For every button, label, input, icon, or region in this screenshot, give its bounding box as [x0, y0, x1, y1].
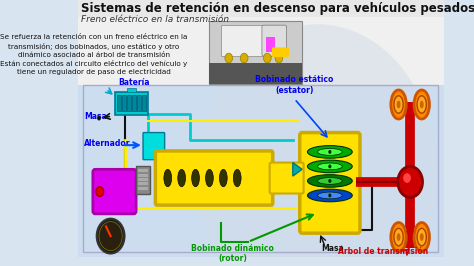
Text: Árbol de transmisión: Árbol de transmisión — [338, 247, 428, 256]
Ellipse shape — [391, 90, 406, 119]
FancyBboxPatch shape — [93, 169, 136, 214]
Bar — [210, 21, 302, 84]
Bar — [127, 88, 136, 92]
Text: Están conectados al circuito eléctrico del vehículo y
tiene un regulador de paso: Están conectados al circuito eléctrico d… — [0, 60, 187, 76]
Polygon shape — [293, 163, 302, 176]
Bar — [136, 167, 150, 194]
Text: Se refuerza la retención con un freno eléctrico en la
transmisión; dos bobinados: Se refuerza la retención con un freno el… — [0, 34, 187, 58]
Text: Bobinado estático
(estator): Bobinado estático (estator) — [255, 76, 334, 95]
FancyBboxPatch shape — [143, 132, 164, 160]
Ellipse shape — [318, 177, 342, 184]
Ellipse shape — [397, 101, 401, 108]
Bar — [137, 187, 148, 190]
Circle shape — [328, 179, 331, 183]
Bar — [266, 37, 275, 52]
Circle shape — [96, 187, 104, 196]
Ellipse shape — [164, 169, 172, 187]
Bar — [78, 0, 444, 17]
Bar — [137, 182, 148, 185]
Text: Batería: Batería — [118, 78, 150, 87]
Circle shape — [198, 24, 437, 266]
Bar — [137, 169, 148, 172]
Ellipse shape — [318, 163, 342, 170]
Text: Masa: Masa — [321, 244, 344, 253]
Bar — [221, 25, 283, 56]
Bar — [142, 95, 146, 111]
Ellipse shape — [414, 90, 429, 119]
Ellipse shape — [420, 101, 424, 108]
Ellipse shape — [391, 223, 406, 252]
Circle shape — [275, 53, 283, 63]
Ellipse shape — [318, 148, 342, 155]
Ellipse shape — [394, 96, 403, 113]
Ellipse shape — [308, 175, 352, 187]
Ellipse shape — [318, 192, 342, 199]
Ellipse shape — [219, 169, 227, 187]
Circle shape — [225, 53, 233, 63]
Ellipse shape — [414, 223, 429, 252]
Ellipse shape — [233, 169, 241, 187]
FancyBboxPatch shape — [272, 47, 289, 57]
Ellipse shape — [191, 169, 200, 187]
Ellipse shape — [420, 233, 424, 241]
Ellipse shape — [417, 96, 427, 113]
Text: Freno eléctrico en la transmisión: Freno eléctrico en la transmisión — [81, 15, 229, 24]
Bar — [122, 95, 126, 111]
Circle shape — [328, 150, 331, 154]
Bar — [115, 92, 148, 115]
Circle shape — [403, 173, 411, 183]
Ellipse shape — [308, 160, 352, 173]
Circle shape — [328, 164, 331, 168]
Ellipse shape — [308, 189, 352, 202]
Circle shape — [240, 53, 248, 63]
Circle shape — [328, 194, 331, 197]
Text: Sistemas de retención en descenso para vehículos pesados: Sistemas de retención en descenso para v… — [81, 2, 474, 15]
Bar — [127, 95, 131, 111]
Circle shape — [97, 219, 125, 253]
Bar — [210, 63, 302, 84]
Ellipse shape — [206, 169, 213, 187]
FancyBboxPatch shape — [155, 151, 273, 205]
Bar — [117, 95, 121, 111]
Circle shape — [99, 222, 122, 251]
FancyBboxPatch shape — [270, 163, 304, 194]
Circle shape — [398, 167, 422, 197]
Bar — [78, 0, 444, 85]
Bar — [132, 95, 136, 111]
Bar — [137, 178, 148, 181]
Bar — [137, 95, 141, 111]
Text: Masa: Masa — [84, 112, 107, 120]
Ellipse shape — [178, 169, 185, 187]
FancyBboxPatch shape — [262, 25, 287, 56]
Circle shape — [264, 53, 271, 63]
Text: Alternador: Alternador — [84, 139, 131, 148]
Ellipse shape — [394, 228, 403, 246]
Ellipse shape — [417, 228, 427, 246]
Circle shape — [97, 116, 101, 120]
Text: Bobinado dinámico
(rotor): Bobinado dinámico (rotor) — [191, 244, 274, 263]
Bar — [137, 174, 148, 177]
Ellipse shape — [308, 146, 352, 158]
Bar — [83, 85, 438, 252]
Ellipse shape — [397, 233, 401, 241]
FancyBboxPatch shape — [300, 132, 360, 233]
